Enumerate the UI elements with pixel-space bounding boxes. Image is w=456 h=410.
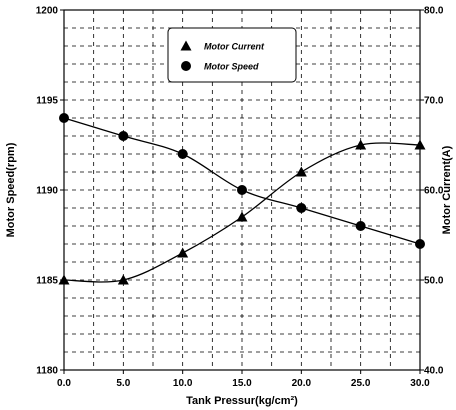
x-tick-label: 30.0 xyxy=(410,378,430,389)
axis-ticks: 1180 1185 1190 1195 1200 40.0 50.0 60.0 70.0 80.0… xyxy=(36,6,444,390)
x-axis-title: Tank Pressur(kg/cm²) xyxy=(186,395,298,407)
legend-label-motor-speed: Motor Speed xyxy=(204,62,259,72)
motor-speed-point xyxy=(296,203,307,213)
y-axis-title: Motor Speed(rpm) xyxy=(5,142,17,237)
series xyxy=(58,113,426,285)
y2-tick-label: 80.0 xyxy=(424,6,444,17)
y2-tick-label: 70.0 xyxy=(424,96,444,107)
motor-current-point xyxy=(295,166,307,177)
x-tick-label: 5.0 xyxy=(116,378,130,389)
x-tick-label: 25.0 xyxy=(351,378,371,389)
motor-speed-point xyxy=(118,131,129,141)
motor-speed-point xyxy=(59,113,69,123)
motor-speed-point xyxy=(355,221,366,231)
y-tick-label: 1190 xyxy=(36,186,58,197)
motor-current-point xyxy=(236,211,248,222)
motor-current-point xyxy=(58,274,70,285)
x-tick-label: 10.0 xyxy=(173,378,193,389)
legend: Motor Current Motor Speed xyxy=(167,27,297,83)
y-tick-label: 1185 xyxy=(36,276,58,287)
y2-tick-label: 40.0 xyxy=(424,366,444,377)
x-tick-label: 0.0 xyxy=(57,378,71,389)
motor-current-point xyxy=(414,139,426,150)
y2-axis-title: Motor Current(A) xyxy=(441,145,453,234)
motor-speed-point xyxy=(177,149,188,159)
legend-label-motor-current: Motor Current xyxy=(204,42,265,52)
motor-speed-point xyxy=(237,185,247,195)
legend-marker-motor-speed xyxy=(181,61,191,71)
y-tick-label: 1195 xyxy=(36,96,58,107)
y-tick-label: 1180 xyxy=(36,366,58,377)
legend-marker-motor-current xyxy=(180,40,192,51)
x-tick-label: 20.0 xyxy=(292,378,312,389)
motor-speed-point xyxy=(415,239,425,249)
y-tick-label: 1200 xyxy=(36,6,59,17)
legend-box xyxy=(167,27,297,83)
y2-tick-label: 60.0 xyxy=(424,186,444,197)
motor-current-point xyxy=(355,139,367,150)
x-tick-label: 15.0 xyxy=(232,378,252,389)
motor-current-point xyxy=(117,274,129,285)
motor-current-point xyxy=(177,247,189,258)
y2-tick-label: 50.0 xyxy=(424,276,444,287)
